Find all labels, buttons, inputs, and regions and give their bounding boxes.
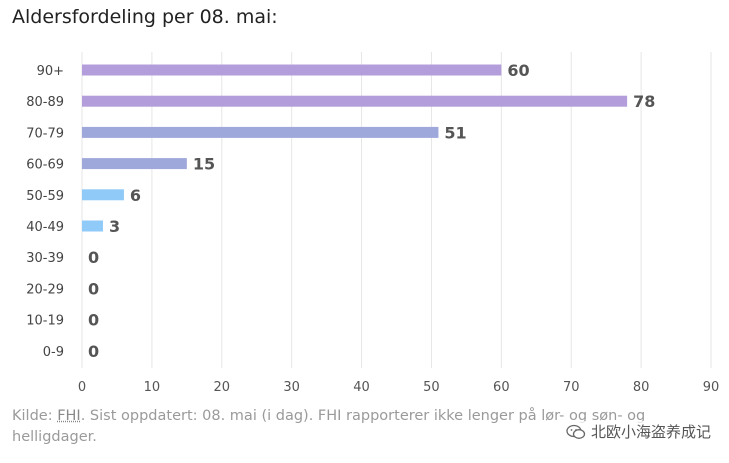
category-labels: 90+ 80-89 70-79 60-69 50-59 40-49 30-39 20-29 10…	[26, 64, 64, 360]
x-tick-label: 10	[144, 380, 161, 395]
x-tick-label: 60	[493, 380, 510, 395]
value-label: 0	[88, 311, 99, 330]
category-label: 40-49	[26, 220, 64, 235]
value-label: 78	[633, 92, 655, 111]
chart-title: Aldersfordeling per 08. mai:	[12, 6, 278, 28]
bar[interactable]	[82, 189, 124, 201]
x-tick-label: 40	[353, 380, 370, 395]
source-prefix: Kilde:	[12, 408, 58, 424]
x-tick-label: 90	[703, 380, 720, 395]
value-label: 3	[109, 217, 120, 236]
grid-lines	[81, 52, 712, 368]
bar[interactable]	[82, 158, 187, 170]
source-note-text: . Sist oppdatert: 08. mai (i dag). FHI r…	[12, 408, 646, 445]
bar[interactable]	[82, 64, 502, 76]
source-link[interactable]: FHI	[57, 408, 81, 424]
value-label: 0	[88, 279, 99, 298]
x-tick-label: 70	[563, 380, 580, 395]
source-note: Kilde: FHI. Sist oppdatert: 08. mai (i d…	[12, 406, 717, 448]
x-tick-label: 50	[423, 380, 440, 395]
bar-chart: 90+ 80-89 70-79 60-69 50-59 40-49 30-39 20-29 10…	[26, 52, 719, 395]
value-label: 51	[444, 123, 466, 142]
value-label: 0	[88, 248, 99, 267]
x-tick-label: 30	[283, 380, 300, 395]
category-label: 30-39	[26, 251, 64, 266]
category-label: 0-9	[43, 345, 64, 360]
bars	[82, 64, 628, 232]
bar[interactable]	[82, 220, 103, 232]
value-label: 60	[507, 61, 529, 80]
category-label: 90+	[37, 64, 64, 79]
bar[interactable]	[82, 95, 628, 107]
x-tick-label: 20	[214, 380, 231, 395]
value-label: 15	[193, 155, 215, 174]
x-tick-label: 0	[78, 380, 86, 395]
category-label: 50-59	[26, 189, 64, 204]
category-label: 70-79	[26, 126, 64, 141]
bar[interactable]	[82, 126, 439, 138]
value-label: 6	[130, 186, 141, 205]
category-label: 10-19	[26, 314, 64, 329]
wechat-icon	[566, 424, 586, 439]
x-tick-label: 80	[633, 380, 650, 395]
category-label: 20-29	[26, 282, 64, 297]
x-axis-ticks: 0 10 20 30 40 50 60 70 80 90	[78, 380, 719, 395]
value-label: 0	[88, 342, 99, 361]
category-label: 60-69	[26, 158, 64, 173]
watermark: 北欧小海盗养成记	[565, 421, 711, 442]
category-label: 80-89	[26, 95, 64, 110]
watermark-text: 北欧小海盗养成记	[590, 423, 711, 441]
